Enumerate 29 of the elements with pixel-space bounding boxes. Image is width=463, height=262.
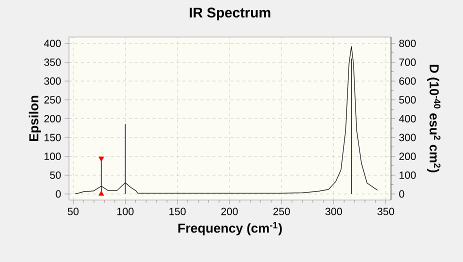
y2-tick-label: 100 [400, 171, 416, 179]
y2-tick-label: 300 [399, 134, 416, 142]
y-tick-label: 100 [44, 152, 61, 160]
y-tick-label: 0 [56, 190, 61, 198]
y2-tick-label: 0 [399, 190, 404, 198]
y2-tick-label: 600 [399, 77, 416, 85]
y-tick-label: 300 [44, 77, 61, 85]
x-tick-label: 200 [221, 208, 238, 216]
y-tick-label: 50 [50, 171, 61, 179]
x-tick-label: 100 [117, 208, 134, 216]
x-tick-label: 250 [273, 208, 290, 216]
y-tick-label: 250 [44, 96, 61, 104]
y2-tick-label: 700 [399, 58, 416, 66]
x-tick-label: 50 [68, 208, 79, 216]
x-tick-label: 350 [377, 208, 394, 216]
x-axis-title: Frequency (cm$^{-1}$) [178, 222, 282, 236]
y-tick-label: 350 [44, 58, 61, 66]
chart-title: IR Spectrum [190, 8, 270, 20]
y2-tick-label: 200 [399, 152, 416, 160]
x-tick-label: 150 [169, 208, 186, 216]
y-axis-title: Epsilon [28, 96, 41, 142]
y2-tick-label: 800 [399, 40, 416, 48]
y-tick-label: 150 [44, 134, 61, 142]
y2-axis-title: D (10$^{-40}$ esu$^{2}$ cm$^{2}$) [427, 64, 440, 172]
y-tick-label: 400 [44, 40, 61, 48]
y2-tick-label: 500 [399, 96, 416, 104]
y-tick-label: 200 [44, 114, 61, 122]
x-tick-label: 300 [325, 208, 342, 216]
y2-tick-label: 400 [399, 114, 416, 122]
